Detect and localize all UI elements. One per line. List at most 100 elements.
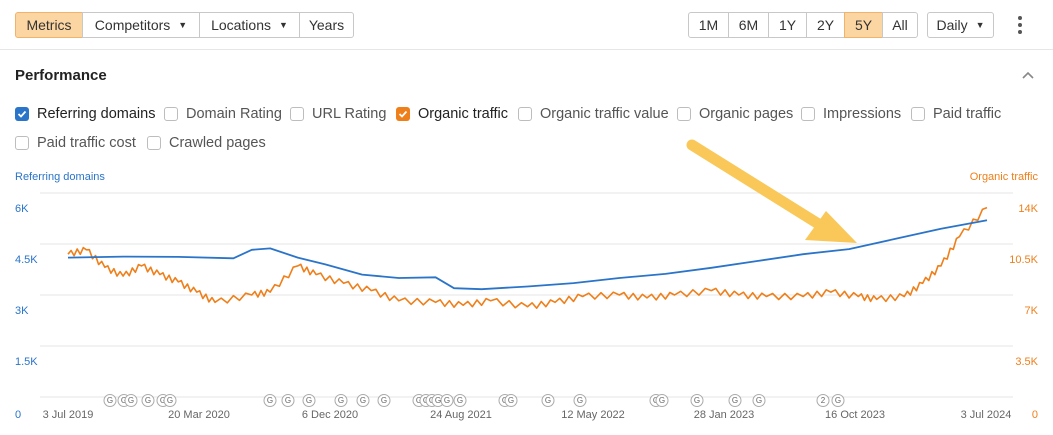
google-update-marker[interactable]: G: [163, 394, 177, 407]
x-axis-tick: 24 Aug 2021: [430, 409, 492, 421]
range-2y-button[interactable]: 2Y: [806, 12, 845, 38]
checkbox-empty-icon: [801, 107, 815, 121]
range-1m-button[interactable]: 1M: [688, 12, 729, 38]
checkbox-label: Domain Rating: [186, 106, 282, 122]
y-left-tick: 4.5K: [15, 254, 38, 266]
organic-traffic-line: [67, 206, 988, 309]
x-axis-tick: 20 Mar 2020: [168, 409, 230, 421]
checkbox-label: Paid traffic cost: [37, 135, 136, 151]
google-update-marker[interactable]: G: [541, 394, 555, 407]
checkbox-empty-icon: [290, 107, 304, 121]
google-update-marker[interactable]: 2: [816, 394, 830, 407]
chevron-up-icon[interactable]: [1020, 67, 1036, 83]
google-update-marker[interactable]: G: [728, 394, 742, 407]
checkbox-empty-icon: [164, 107, 178, 121]
y-right-tick: 3.5K: [1015, 356, 1038, 368]
left-axis-title: Referring domains: [15, 171, 105, 183]
range-label: All: [892, 17, 908, 33]
checkbox-paid-traffic[interactable]: Paid traffic: [911, 106, 1001, 122]
section-title: Performance: [15, 67, 107, 84]
checkbox-organic-traffic-value[interactable]: Organic traffic value: [518, 106, 669, 122]
range-label: 6M: [738, 17, 759, 33]
y-right-tick: 0: [1031, 409, 1038, 421]
google-update-marker[interactable]: G: [504, 394, 518, 407]
range-6m-button[interactable]: 6M: [728, 12, 769, 38]
annotation-arrow: [686, 139, 857, 243]
checkbox-checked-icon: [15, 107, 29, 121]
checkbox-label: Impressions: [823, 106, 902, 122]
google-update-marker[interactable]: G: [752, 394, 766, 407]
checkbox-empty-icon: [677, 107, 691, 121]
range-1y-button[interactable]: 1Y: [768, 12, 807, 38]
google-update-marker[interactable]: G: [655, 394, 669, 407]
metrics-label: Metrics: [26, 17, 72, 33]
google-update-marker[interactable]: G: [440, 394, 454, 407]
google-update-marker[interactable]: G: [141, 394, 155, 407]
checkbox-organic-pages[interactable]: Organic pages: [677, 106, 793, 122]
y-left-tick: 0: [15, 409, 22, 421]
checkbox-crawled-pages[interactable]: Crawled pages: [147, 135, 266, 151]
range-label: 5Y: [854, 17, 873, 33]
locations-dropdown[interactable]: Locations ▼: [199, 12, 300, 38]
checkbox-label: Organic pages: [699, 106, 794, 122]
google-update-marker[interactable]: G: [356, 394, 370, 407]
google-update-marker[interactable]: G: [302, 394, 316, 407]
y-left-tick: 1.5K: [15, 356, 38, 368]
google-update-marker[interactable]: G: [690, 394, 704, 407]
range-5y-button[interactable]: 5Y: [844, 12, 883, 38]
y-left-tick: 3K: [15, 305, 29, 317]
checkbox-domain-rating[interactable]: Domain Rating: [164, 106, 282, 122]
competitors-dropdown[interactable]: Competitors ▼: [82, 12, 200, 38]
y-right-tick: 14K: [1018, 203, 1038, 215]
checkbox-empty-icon: [15, 136, 29, 150]
x-axis-tick: 12 May 2022: [561, 409, 625, 421]
checkbox-empty-icon: [911, 107, 925, 121]
x-axis-tick: 3 Jul 2019: [42, 409, 94, 421]
checkbox-label: Organic traffic: [418, 106, 508, 122]
checkbox-empty-icon: [147, 136, 161, 150]
checkbox-referring-domains[interactable]: Referring domains: [15, 106, 155, 122]
interval-label: Daily: [936, 17, 968, 33]
chevron-down-icon: ▼: [279, 20, 288, 30]
checkbox-organic-traffic[interactable]: Organic traffic: [396, 106, 508, 122]
x-axis-tick: 6 Dec 2020: [301, 409, 359, 421]
competitors-label: Competitors: [94, 17, 171, 33]
range-label: 1M: [698, 17, 719, 33]
x-axis-tick: 28 Jan 2023: [693, 409, 755, 421]
google-update-marker[interactable]: G: [377, 394, 391, 407]
google-update-marker[interactable]: G: [453, 394, 467, 407]
google-update-marker[interactable]: G: [103, 394, 117, 407]
google-update-marker[interactable]: G: [281, 394, 295, 407]
x-axis-tick: 3 Jul 2024: [960, 409, 1012, 421]
google-update-marker[interactable]: G: [263, 394, 277, 407]
checkbox-url-rating[interactable]: URL Rating: [290, 106, 386, 122]
checkbox-checked-icon: [396, 107, 410, 121]
y-right-tick: 10.5K: [1009, 254, 1038, 266]
chevron-down-icon: ▼: [975, 20, 985, 30]
checkbox-label: URL Rating: [312, 106, 387, 122]
google-update-marker[interactable]: G: [831, 394, 845, 407]
y-right-tick: 7K: [1024, 305, 1038, 317]
range-label: 2Y: [816, 17, 835, 33]
years-button[interactable]: Years: [299, 12, 354, 38]
referring-domains-line: [67, 219, 988, 291]
checkbox-label: Paid traffic: [933, 106, 1002, 122]
range-all-button[interactable]: All: [882, 12, 918, 38]
checkbox-empty-icon: [518, 107, 532, 121]
interval-dropdown[interactable]: Daily ▼: [927, 12, 994, 38]
chevron-down-icon: ▼: [178, 20, 188, 30]
years-label: Years: [308, 17, 345, 33]
checkbox-label: Organic traffic value: [540, 106, 669, 122]
metrics-button[interactable]: Metrics: [15, 12, 83, 38]
toolbar: Metrics Competitors ▼ Locations ▼ Years …: [0, 0, 1053, 50]
checkbox-label: Referring domains: [37, 106, 156, 122]
right-axis-title: Organic traffic: [969, 171, 1038, 183]
google-update-marker[interactable]: G: [124, 394, 138, 407]
more-options-icon[interactable]: [1012, 14, 1028, 36]
google-update-marker[interactable]: G: [334, 394, 348, 407]
google-update-marker[interactable]: G: [573, 394, 587, 407]
range-label: 1Y: [778, 17, 797, 33]
locations-label: Locations: [211, 17, 271, 33]
checkbox-impressions[interactable]: Impressions: [801, 106, 901, 122]
checkbox-paid-traffic-cost[interactable]: Paid traffic cost: [15, 135, 136, 151]
